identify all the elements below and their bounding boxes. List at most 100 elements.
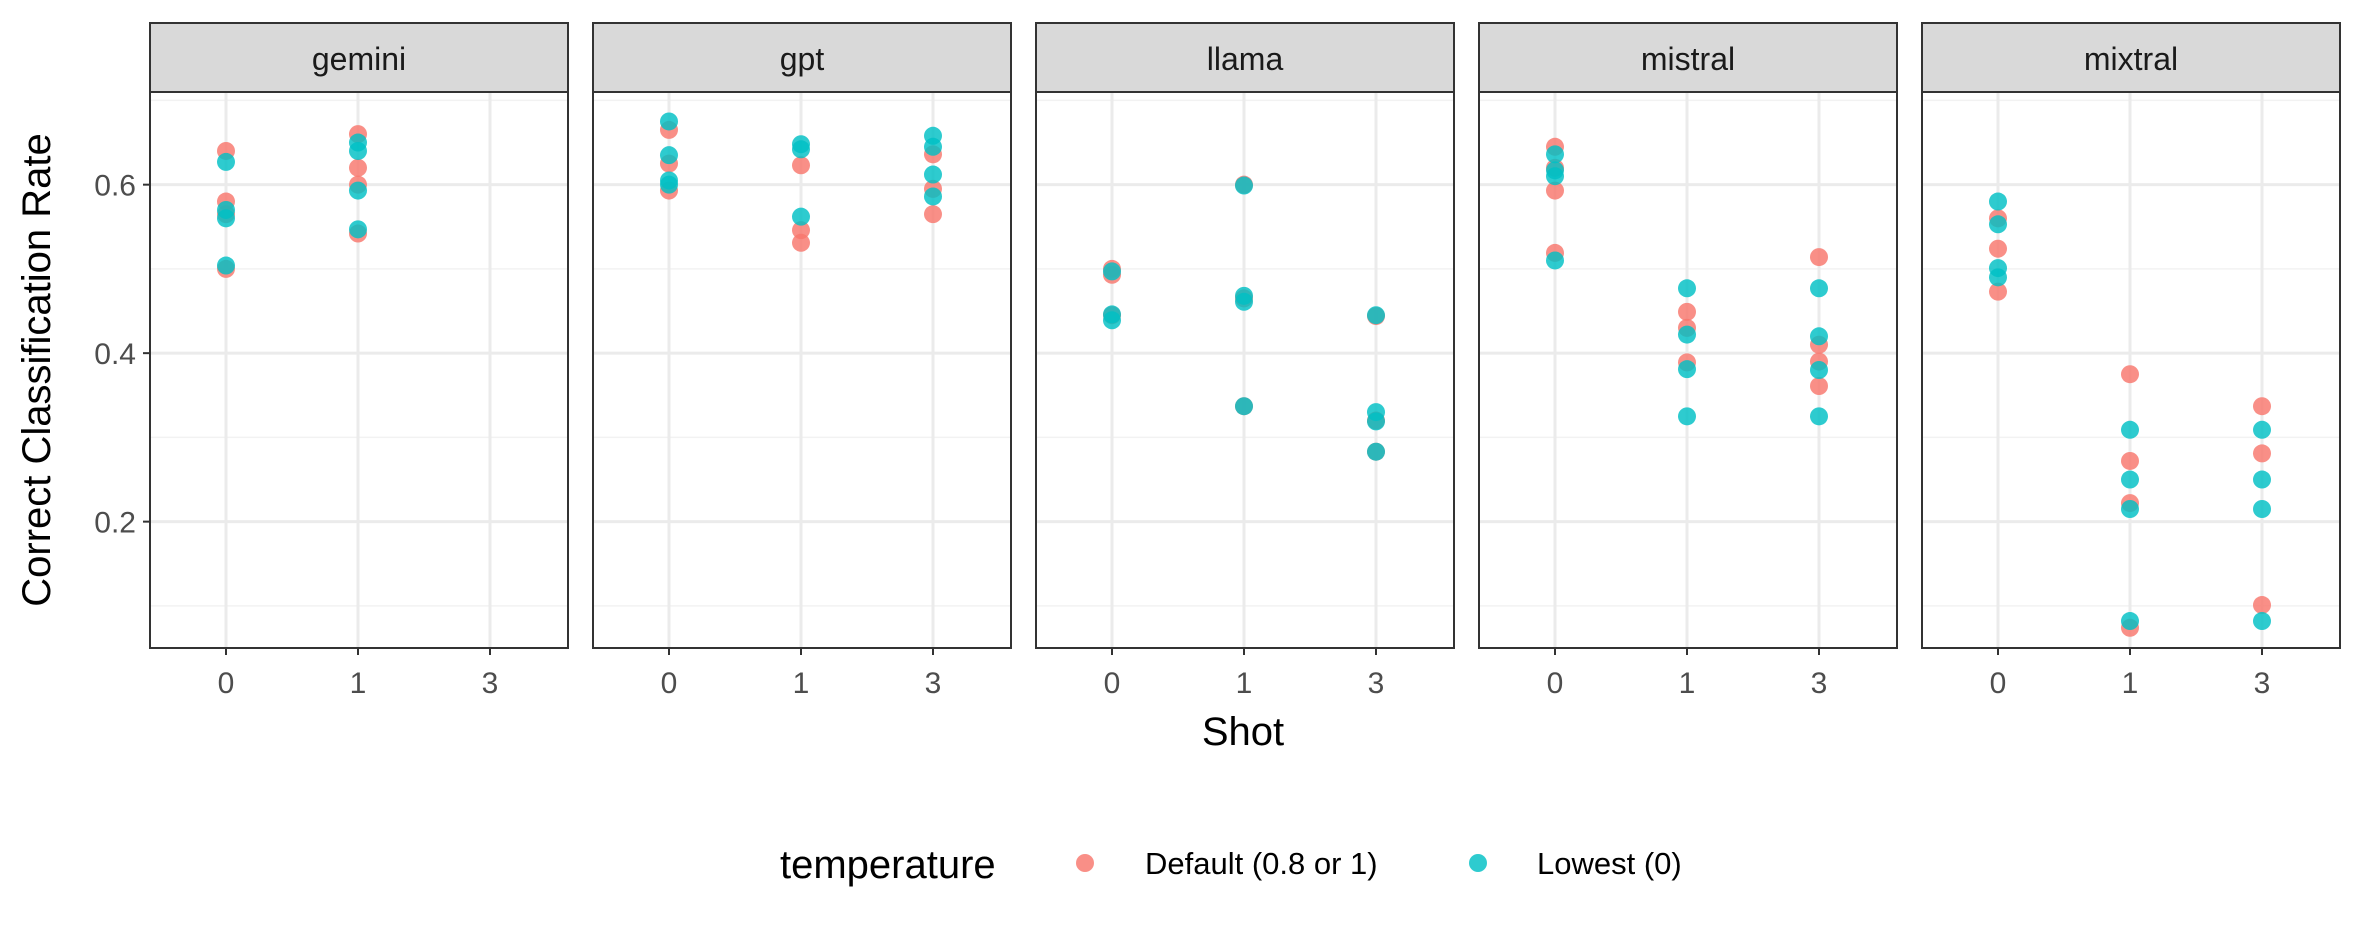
- legend-label-lowest: Lowest (0): [1537, 846, 1682, 881]
- point-llama-lowest-9: [1367, 412, 1385, 431]
- point-mixtral-lowest-7: [2121, 612, 2139, 631]
- point-llama-lowest-10: [1367, 442, 1385, 461]
- point-mistral-default-2: [1546, 181, 1564, 200]
- strip-label-mixtral: mixtral: [2084, 41, 2178, 77]
- legend: temperature Default (0.8 or 1) Lowest (0…: [780, 843, 1682, 887]
- facet-mistral: mistral 0 1 3: [1478, 22, 1898, 700]
- strip-label-mistral: mistral: [1641, 41, 1735, 77]
- point-llama-lowest-7: [1367, 306, 1385, 325]
- x-tick-label-1: 1: [793, 667, 810, 700]
- strip-label-gpt: gpt: [780, 41, 825, 77]
- point-mixtral-lowest-0: [1989, 192, 2007, 211]
- x-tick-label-0: 0: [218, 667, 235, 700]
- point-llama-lowest-6: [1235, 397, 1253, 416]
- point-mistral-default-10: [1810, 377, 1828, 396]
- strip-label-gemini: gemini: [312, 41, 406, 77]
- point-mixtral-default-8: [2253, 444, 2271, 463]
- point-mistral-lowest-9: [1810, 327, 1828, 346]
- point-mistral-default-4: [1678, 302, 1696, 321]
- point-llama-lowest-3: [1235, 176, 1253, 195]
- x-tick-label-3: 3: [2254, 667, 2271, 700]
- point-gpt-lowest-10: [924, 187, 942, 206]
- x-tick-label-0: 0: [1547, 667, 1564, 700]
- point-mistral-lowest-4: [1678, 279, 1696, 298]
- point-mistral-lowest-6: [1678, 360, 1696, 379]
- point-mixtral-lowest-9: [2253, 470, 2271, 489]
- point-gpt-default-3: [792, 156, 810, 175]
- point-gpt-default-5: [792, 233, 810, 252]
- point-gpt-lowest-3: [660, 175, 678, 194]
- point-mistral-lowest-2: [1546, 167, 1564, 186]
- point-gpt-lowest-8: [924, 137, 942, 156]
- point-mixtral-lowest-11: [2253, 612, 2271, 631]
- y-tick-label-0: 0.2: [94, 507, 136, 540]
- point-gemini-lowest-5: [349, 141, 367, 160]
- strip-mixtral: [1921, 22, 2341, 93]
- legend-key-lowest: [1469, 854, 1487, 872]
- x-tick-label-0: 0: [1990, 667, 2007, 700]
- point-mixtral-lowest-8: [2253, 420, 2271, 439]
- point-gpt-default-8: [924, 205, 942, 224]
- facet-gpt: gpt 0 1 3: [592, 22, 1012, 700]
- strip-gpt: [592, 22, 1012, 93]
- x-tick-label-1: 1: [1236, 667, 1253, 700]
- point-gemini-lowest-2: [217, 209, 235, 228]
- strip-mistral: [1478, 22, 1898, 93]
- point-mistral-lowest-8: [1810, 279, 1828, 298]
- point-mixtral-lowest-10: [2253, 500, 2271, 518]
- point-llama-lowest-0: [1103, 262, 1121, 281]
- legend-key-default: [1076, 854, 1094, 872]
- legend-label-default: Default (0.8 or 1): [1145, 846, 1378, 881]
- point-mistral-lowest-10: [1810, 361, 1828, 379]
- x-tick-label-1: 1: [1679, 667, 1696, 700]
- point-gpt-default-4: [792, 221, 810, 240]
- x-axis-title: Shot: [1202, 710, 1284, 754]
- y-tick-label-2: 0.6: [94, 170, 136, 203]
- point-gpt-lowest-5: [792, 140, 810, 159]
- point-mistral-lowest-0: [1546, 145, 1564, 164]
- y-tick-label-1: 0.4: [94, 338, 136, 371]
- point-mistral-lowest-3: [1546, 251, 1564, 270]
- x-tick-label-0: 0: [1104, 667, 1121, 700]
- point-gemini-lowest-6: [349, 181, 367, 200]
- point-mixtral-default-4: [2121, 451, 2139, 470]
- facet-panels: gemini 0 1 3 0.2 0.4 0.6 gpt 0 1 3 llama 0 1 3 mistral 0…: [94, 22, 2341, 700]
- legend-title: temperature: [780, 843, 996, 887]
- point-mixtral-lowest-1: [1989, 215, 2007, 234]
- point-mistral-default-7: [1810, 248, 1828, 267]
- x-tick-label-1: 1: [350, 667, 367, 700]
- point-llama-lowest-2: [1103, 311, 1121, 330]
- strip-gemini: [149, 22, 569, 93]
- point-mixtral-default-1: [1989, 239, 2007, 258]
- point-mixtral-lowest-4: [2121, 420, 2139, 439]
- strip-llama: [1035, 22, 1455, 93]
- y-axis-title: Correct Classification Rate: [15, 133, 59, 607]
- point-gpt-lowest-0: [660, 112, 678, 131]
- point-gpt-lowest-1: [660, 146, 678, 165]
- facet-llama: llama 0 1 3: [1035, 22, 1455, 700]
- x-tick-label-3: 3: [1811, 667, 1828, 700]
- point-gpt-lowest-9: [924, 165, 942, 184]
- point-gemini-lowest-0: [217, 152, 235, 171]
- strip-label-llama: llama: [1207, 41, 1284, 77]
- point-mixtral-lowest-5: [2121, 470, 2139, 489]
- point-mistral-lowest-11: [1810, 407, 1828, 426]
- facet-gemini: gemini 0 1 3 0.2 0.4 0.6: [94, 22, 569, 700]
- point-mixtral-default-2: [1989, 282, 2007, 301]
- point-llama-lowest-5: [1235, 292, 1253, 311]
- point-gemini-default-5: [349, 158, 367, 177]
- facet-mixtral: mixtral 0 1 3: [1921, 22, 2341, 700]
- point-mixtral-default-9: [2253, 596, 2271, 615]
- point-mixtral-default-7: [2253, 397, 2271, 416]
- x-tick-label-3: 3: [925, 667, 942, 700]
- point-mistral-lowest-5: [1678, 325, 1696, 344]
- x-tick-label-3: 3: [482, 667, 499, 700]
- point-mistral-lowest-7: [1678, 407, 1696, 426]
- point-mixtral-lowest-3: [1989, 268, 2007, 287]
- x-tick-label-0: 0: [661, 667, 678, 700]
- point-mixtral-lowest-6: [2121, 500, 2139, 518]
- point-gemini-lowest-3: [217, 256, 235, 275]
- x-tick-label-1: 1: [2122, 667, 2139, 700]
- point-mixtral-default-3: [2121, 365, 2139, 384]
